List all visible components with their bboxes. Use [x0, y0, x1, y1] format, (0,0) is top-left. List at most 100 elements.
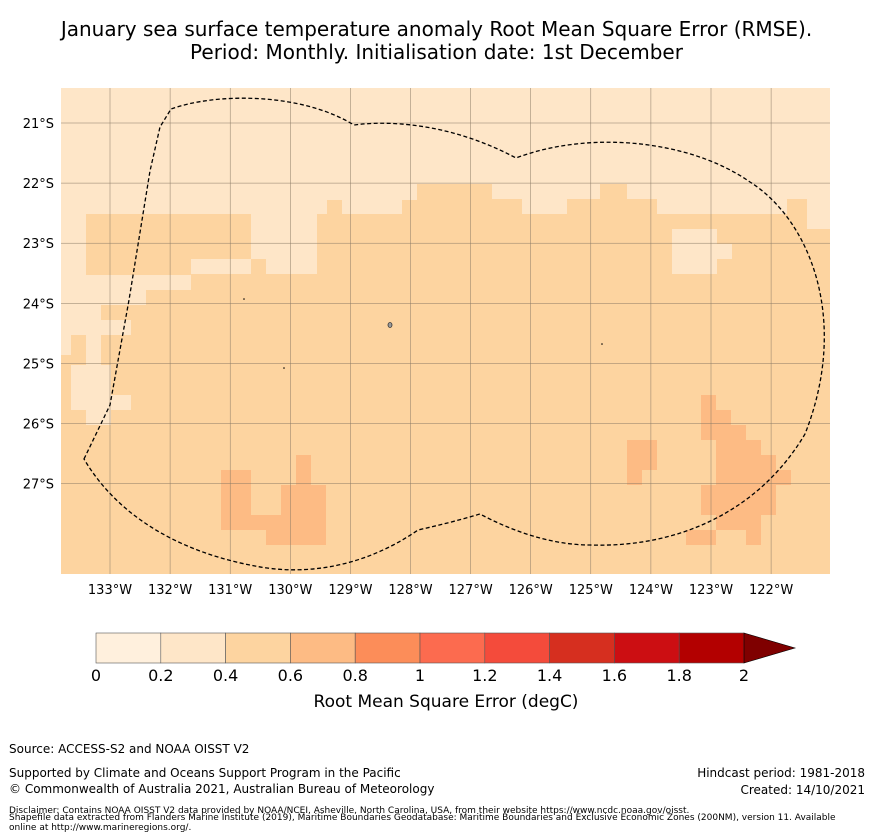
- disclaimer-line-1: Disclaimer: Contains NOAA OISST V2 data …: [9, 806, 690, 816]
- colorbar-swatches: [95, 632, 745, 664]
- map-cell-0.2-0.4: [101, 395, 131, 410]
- colorbar-swatch: [225, 632, 291, 664]
- rmse-map: 21°S22°S23°S24°S25°S26°S27°S 133°W 132°W 1…: [23, 88, 830, 598]
- colorbar-tick-label: 1.4: [536, 666, 563, 685]
- map-cell-0.6-0.8: [221, 470, 251, 530]
- colorbar-swatch: [614, 632, 680, 664]
- map-cell-0.2-0.4: [86, 335, 101, 365]
- map-cell-0.2-0.4: [61, 335, 71, 355]
- lon-tick-label: 132°W: [148, 583, 192, 598]
- map-cell-0.2-0.4: [251, 214, 317, 259]
- map-cell-0.2-0.4: [61, 275, 191, 290]
- map-cell-0.2-0.4: [807, 199, 830, 229]
- map-cell-0.2-0.4: [492, 184, 600, 199]
- colorbar-swatch: [678, 632, 745, 664]
- hindcast-period: Hindcast period: 1981-2018: [697, 766, 865, 780]
- lat-tick-label: 27°S: [23, 478, 54, 493]
- island-marker: [387, 322, 393, 328]
- colorbar-tick-label: 0.8: [342, 666, 368, 685]
- chart-title-line-2: Period: Monthly. Initialisation date: 1s…: [190, 40, 683, 64]
- island-marker: [283, 367, 285, 369]
- map-cell-0.2-0.4: [61, 88, 830, 184]
- island-marker: [601, 343, 603, 345]
- colorbar-tick-label: 0.6: [277, 666, 304, 685]
- map-cell-0.6-0.8: [686, 530, 716, 545]
- lon-tick-label: 123°W: [689, 583, 733, 598]
- map-cell-0.6-0.8: [746, 515, 761, 545]
- map-cell-0.6-0.8: [716, 515, 746, 530]
- colorbar-swatch: [95, 632, 162, 664]
- map-cell-0.6-0.8: [716, 410, 731, 440]
- map-cell-0.2-0.4: [191, 259, 251, 274]
- colorbar-swatch: [419, 632, 486, 664]
- map-cell-0.6-0.8: [776, 470, 791, 485]
- copyright-text: © Commonwealth of Australia 2021, Austra…: [9, 782, 435, 796]
- map-cell-0.6-0.8: [627, 440, 657, 470]
- map-cell-0.6-0.8: [731, 425, 746, 440]
- map-cell-0.2-0.4: [522, 199, 567, 214]
- lat-tick-label: 21°S: [23, 117, 54, 132]
- lon-tick-label: 131°W: [208, 583, 252, 598]
- eez-boundary: [83, 97, 825, 571]
- colorbar-swatch: [484, 632, 550, 664]
- lat-tick-label: 25°S: [23, 357, 54, 372]
- colorbar: [95, 632, 797, 664]
- longitude-tick-labels: 133°W 132°W 131°W 130°W 129°W 128°W 127°W 126°W…: [88, 583, 793, 598]
- lon-tick-label: 125°W: [569, 583, 613, 598]
- lon-tick-label: 128°W: [388, 583, 432, 598]
- colorbar-swatch: [549, 632, 615, 664]
- map-cell-0.2-0.4: [61, 200, 327, 214]
- disclaimer-line-3: online at http://www.marineregions.org/.: [9, 823, 192, 833]
- colorbar-tick-label: 1.2: [472, 666, 498, 685]
- colorbar-swatch: [290, 632, 356, 664]
- map-cell-0.2-0.4: [61, 184, 417, 200]
- map-cell-0.6-0.8: [281, 485, 326, 530]
- lon-tick-label: 122°W: [749, 583, 793, 598]
- island-marker: [243, 298, 245, 300]
- disclaimer-line-2: Shapefile data extracted from Flanders M…: [9, 813, 836, 823]
- lon-tick-label: 126°W: [509, 583, 553, 598]
- chart-title-line-1: January sea surface temperature anomaly …: [60, 17, 813, 41]
- map-gridlines: [61, 88, 830, 574]
- map-cell-0.2-0.4: [61, 290, 146, 305]
- colorbar-tick-label: 0: [90, 666, 102, 685]
- map-cell-0.2-0.4: [61, 320, 131, 335]
- lat-tick-label: 22°S: [23, 177, 54, 192]
- map-cell-0.2-0.4: [61, 214, 86, 275]
- map-cell-0.6-0.8: [251, 515, 286, 530]
- colorbar-swatch: [354, 632, 421, 664]
- map-cell-0.2-0.4: [266, 259, 317, 274]
- map-cell-0.6-0.8: [266, 530, 326, 545]
- colorbar-tick-label: 0.2: [148, 666, 174, 685]
- map-cell-0.2-0.4: [342, 199, 402, 214]
- map-cell-0.6-0.8: [701, 395, 716, 440]
- created-date: Created: 14/10/2021: [740, 783, 865, 797]
- map-cell-0.6-0.8: [716, 440, 761, 485]
- lat-tick-label: 24°S: [23, 297, 54, 312]
- lon-tick-label: 124°W: [629, 583, 673, 598]
- map-cell-0.2-0.4: [627, 184, 830, 199]
- latitude-tick-labels: 21°S 22°S 23°S 24°S 25°S 26°S 27°S: [23, 117, 54, 493]
- lat-tick-label: 26°S: [23, 418, 54, 433]
- colorbar-tick-label: 1.6: [601, 666, 628, 685]
- map-cell-0.6-0.8: [627, 470, 642, 485]
- map-cell-0.6-0.8: [296, 455, 311, 485]
- colorbar-tick-label: 2: [738, 666, 750, 685]
- map-cells: [61, 88, 830, 545]
- map-cell-0.2-0.4: [86, 410, 111, 425]
- map-cell-0.6-0.8: [701, 485, 776, 515]
- lon-tick-label: 129°W: [328, 583, 372, 598]
- lat-tick-label: 23°S: [23, 237, 54, 252]
- colorbar-extend-arrow: [743, 632, 797, 664]
- supported-text: Supported by Climate and Oceans Support …: [9, 766, 401, 780]
- map-cell-0.2-0.4: [657, 199, 787, 214]
- map-cell-0.2-0.4: [61, 305, 101, 320]
- lon-tick-label: 133°W: [88, 583, 132, 598]
- colorbar-swatch: [160, 632, 226, 664]
- map-cell-0.2-0.4: [702, 244, 732, 259]
- source-text: Source: ACCESS-S2 and NOAA OISST V2: [9, 742, 250, 756]
- lon-tick-label: 127°W: [449, 583, 493, 598]
- islands: [243, 298, 603, 369]
- lon-tick-label: 130°W: [268, 583, 312, 598]
- colorbar-tick-label: 0.4: [212, 666, 239, 685]
